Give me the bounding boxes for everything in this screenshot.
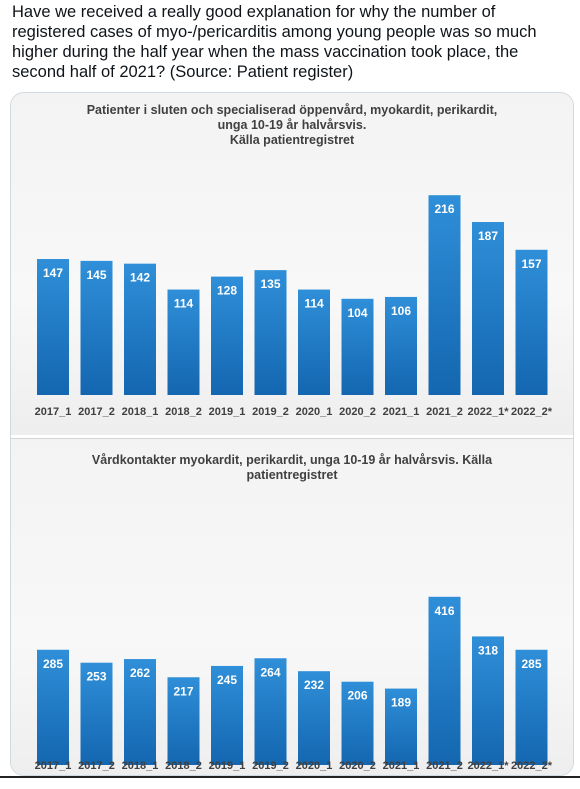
chart-2-data-label-5: 264 — [260, 665, 280, 679]
chart-1-data-label-9: 216 — [434, 202, 454, 216]
chart-2-tick-label-10: 2022_1* — [468, 760, 510, 772]
chart-2-bar-10 — [472, 636, 504, 765]
chart-1-data-label-11: 157 — [521, 257, 541, 271]
chart-2-tick-label-1: 2017_2 — [78, 760, 115, 772]
chart-1-tick-label-8: 2021_1 — [383, 406, 420, 418]
chart-2-data-label-10: 318 — [478, 643, 498, 657]
chart-1-tick-label-10: 2022_1* — [468, 406, 510, 418]
chart-1-bar-1 — [80, 260, 113, 395]
chart-1-bar-8 — [385, 296, 417, 395]
chart-1-title: Patienter i sluten och specialiserad öpp… — [11, 103, 573, 148]
chart-1-bar-11 — [515, 249, 548, 395]
chart-1-title-line-1: Patienter i sluten och specialiserad öpp… — [86, 103, 498, 117]
chart-2-bar-5 — [254, 658, 287, 765]
tweet-text: Have we received a really good explanati… — [12, 3, 537, 81]
chart-panel-1: Patienter i sluten och specialiserad öpp… — [11, 93, 573, 435]
chart-2-bar-6 — [298, 671, 330, 765]
chart-1-tick-label-6: 2020_1 — [296, 406, 333, 418]
chart-1-tick-label-7: 2020_2 — [339, 406, 376, 418]
bottom-divider — [0, 776, 580, 778]
chart-2-tick-label-5: 2019_2 — [252, 760, 289, 772]
chart-2-bar-4 — [211, 665, 243, 765]
chart-1-bar-6 — [298, 289, 330, 395]
chart-2-tick-label-9: 2021_2 — [426, 760, 463, 772]
chart-1-tick-label-0: 2017_1 — [35, 406, 72, 418]
chart-1-data-label-6: 114 — [304, 297, 324, 311]
chart-2-data-label-11: 285 — [521, 657, 541, 671]
chart-2-tick-label-4: 2019_1 — [209, 760, 246, 772]
chart-2-tick-label-3: 2018_2 — [165, 760, 202, 772]
chart-1-bar-4 — [211, 276, 243, 395]
chart-1-data-label-0: 147 — [43, 266, 63, 280]
chart-1-bar-2 — [124, 263, 156, 395]
chart-2-data-label-7: 206 — [347, 689, 367, 703]
chart-1-bar-3 — [167, 289, 200, 395]
chart-2-data-label-9: 416 — [434, 604, 454, 618]
chart-1-tick-label-4: 2019_1 — [209, 406, 246, 418]
chart-2-tick-label-0: 2017_1 — [35, 760, 72, 772]
chart-1-title-line-2: unga 10-19 år halvårsvis. — [217, 118, 367, 132]
chart-1-plot: 147 2017_1 145 2017_2 142 2018_1 114 2018_2 128 2… — [35, 195, 553, 418]
chart-1-tick-label-9: 2021_2 — [426, 406, 463, 418]
chart-1-data-label-2: 142 — [130, 271, 150, 285]
chart-2-tick-label-11: 2022_2* — [511, 760, 553, 772]
chart-1-tick-label-2: 2018_1 — [122, 406, 159, 418]
chart-2-bar-2 — [124, 659, 156, 765]
chart-2-data-label-3: 217 — [173, 684, 193, 698]
chart-2-data-label-1: 253 — [86, 670, 106, 684]
chart-2-title-line-2: patientregistret — [246, 468, 338, 482]
chart-2-bar-0 — [37, 649, 69, 765]
chart-1-tick-label-11: 2022_2* — [511, 406, 553, 418]
chart-2-title: Vårdkontakter myokardit, perikardit, ung… — [11, 453, 573, 483]
chart-2-tick-label-6: 2020_1 — [296, 760, 333, 772]
chart-2-bar-3 — [167, 677, 200, 765]
chart-2-bar-9 — [428, 596, 461, 765]
chart-2-tick-label-8: 2021_1 — [383, 760, 420, 772]
chart-1-data-label-7: 104 — [347, 306, 367, 320]
chart-1-bar-0 — [37, 259, 69, 395]
chart-2-title-line-1: Vårdkontakter myokardit, perikardit, ung… — [91, 453, 493, 467]
chart-1-bar-10 — [472, 222, 504, 395]
chart-2-data-label-6: 232 — [304, 678, 324, 692]
chart-1-title-line-3: Källa patientregistret — [229, 133, 355, 147]
tweet-media[interactable]: Patienter i sluten och specialiserad öpp… — [10, 92, 574, 776]
chart-2-tick-label-2: 2018_1 — [122, 760, 159, 772]
chart-1-data-label-8: 106 — [391, 304, 411, 318]
chart-1-data-label-10: 187 — [478, 229, 498, 243]
chart-2-data-label-2: 262 — [130, 666, 150, 680]
chart-1-data-label-3: 114 — [174, 297, 194, 311]
chart-2-data-label-4: 245 — [217, 673, 237, 687]
chart-2-tick-label-7: 2020_2 — [339, 760, 376, 772]
chart-1-bar-7 — [341, 298, 374, 395]
chart-2-bar-7 — [341, 681, 374, 765]
chart-2-data-label-0: 285 — [43, 657, 63, 671]
chart-2-bar-8 — [385, 688, 417, 765]
chart-1-data-label-4: 128 — [217, 284, 237, 298]
chart-1-data-label-5: 135 — [260, 277, 280, 291]
chart-1-tick-label-1: 2017_2 — [78, 406, 115, 418]
chart-1-bar-9 — [428, 195, 461, 395]
chart-2-bar-11 — [515, 649, 548, 765]
chart-1-tick-label-3: 2018_2 — [165, 406, 202, 418]
chart-panel-2: Vårdkontakter myokardit, perikardit, ung… — [11, 438, 573, 775]
chart-1-data-label-1: 145 — [86, 268, 106, 282]
chart-1-tick-label-5: 2019_2 — [252, 406, 289, 418]
chart-2-bar-1 — [80, 662, 113, 765]
chart-1-bar-5 — [254, 270, 287, 395]
chart-2-plot: 285 2017_1 253 2017_2 262 2018_1 217 2018_2 245 2… — [35, 596, 553, 772]
chart-2-data-label-8: 189 — [391, 696, 411, 710]
